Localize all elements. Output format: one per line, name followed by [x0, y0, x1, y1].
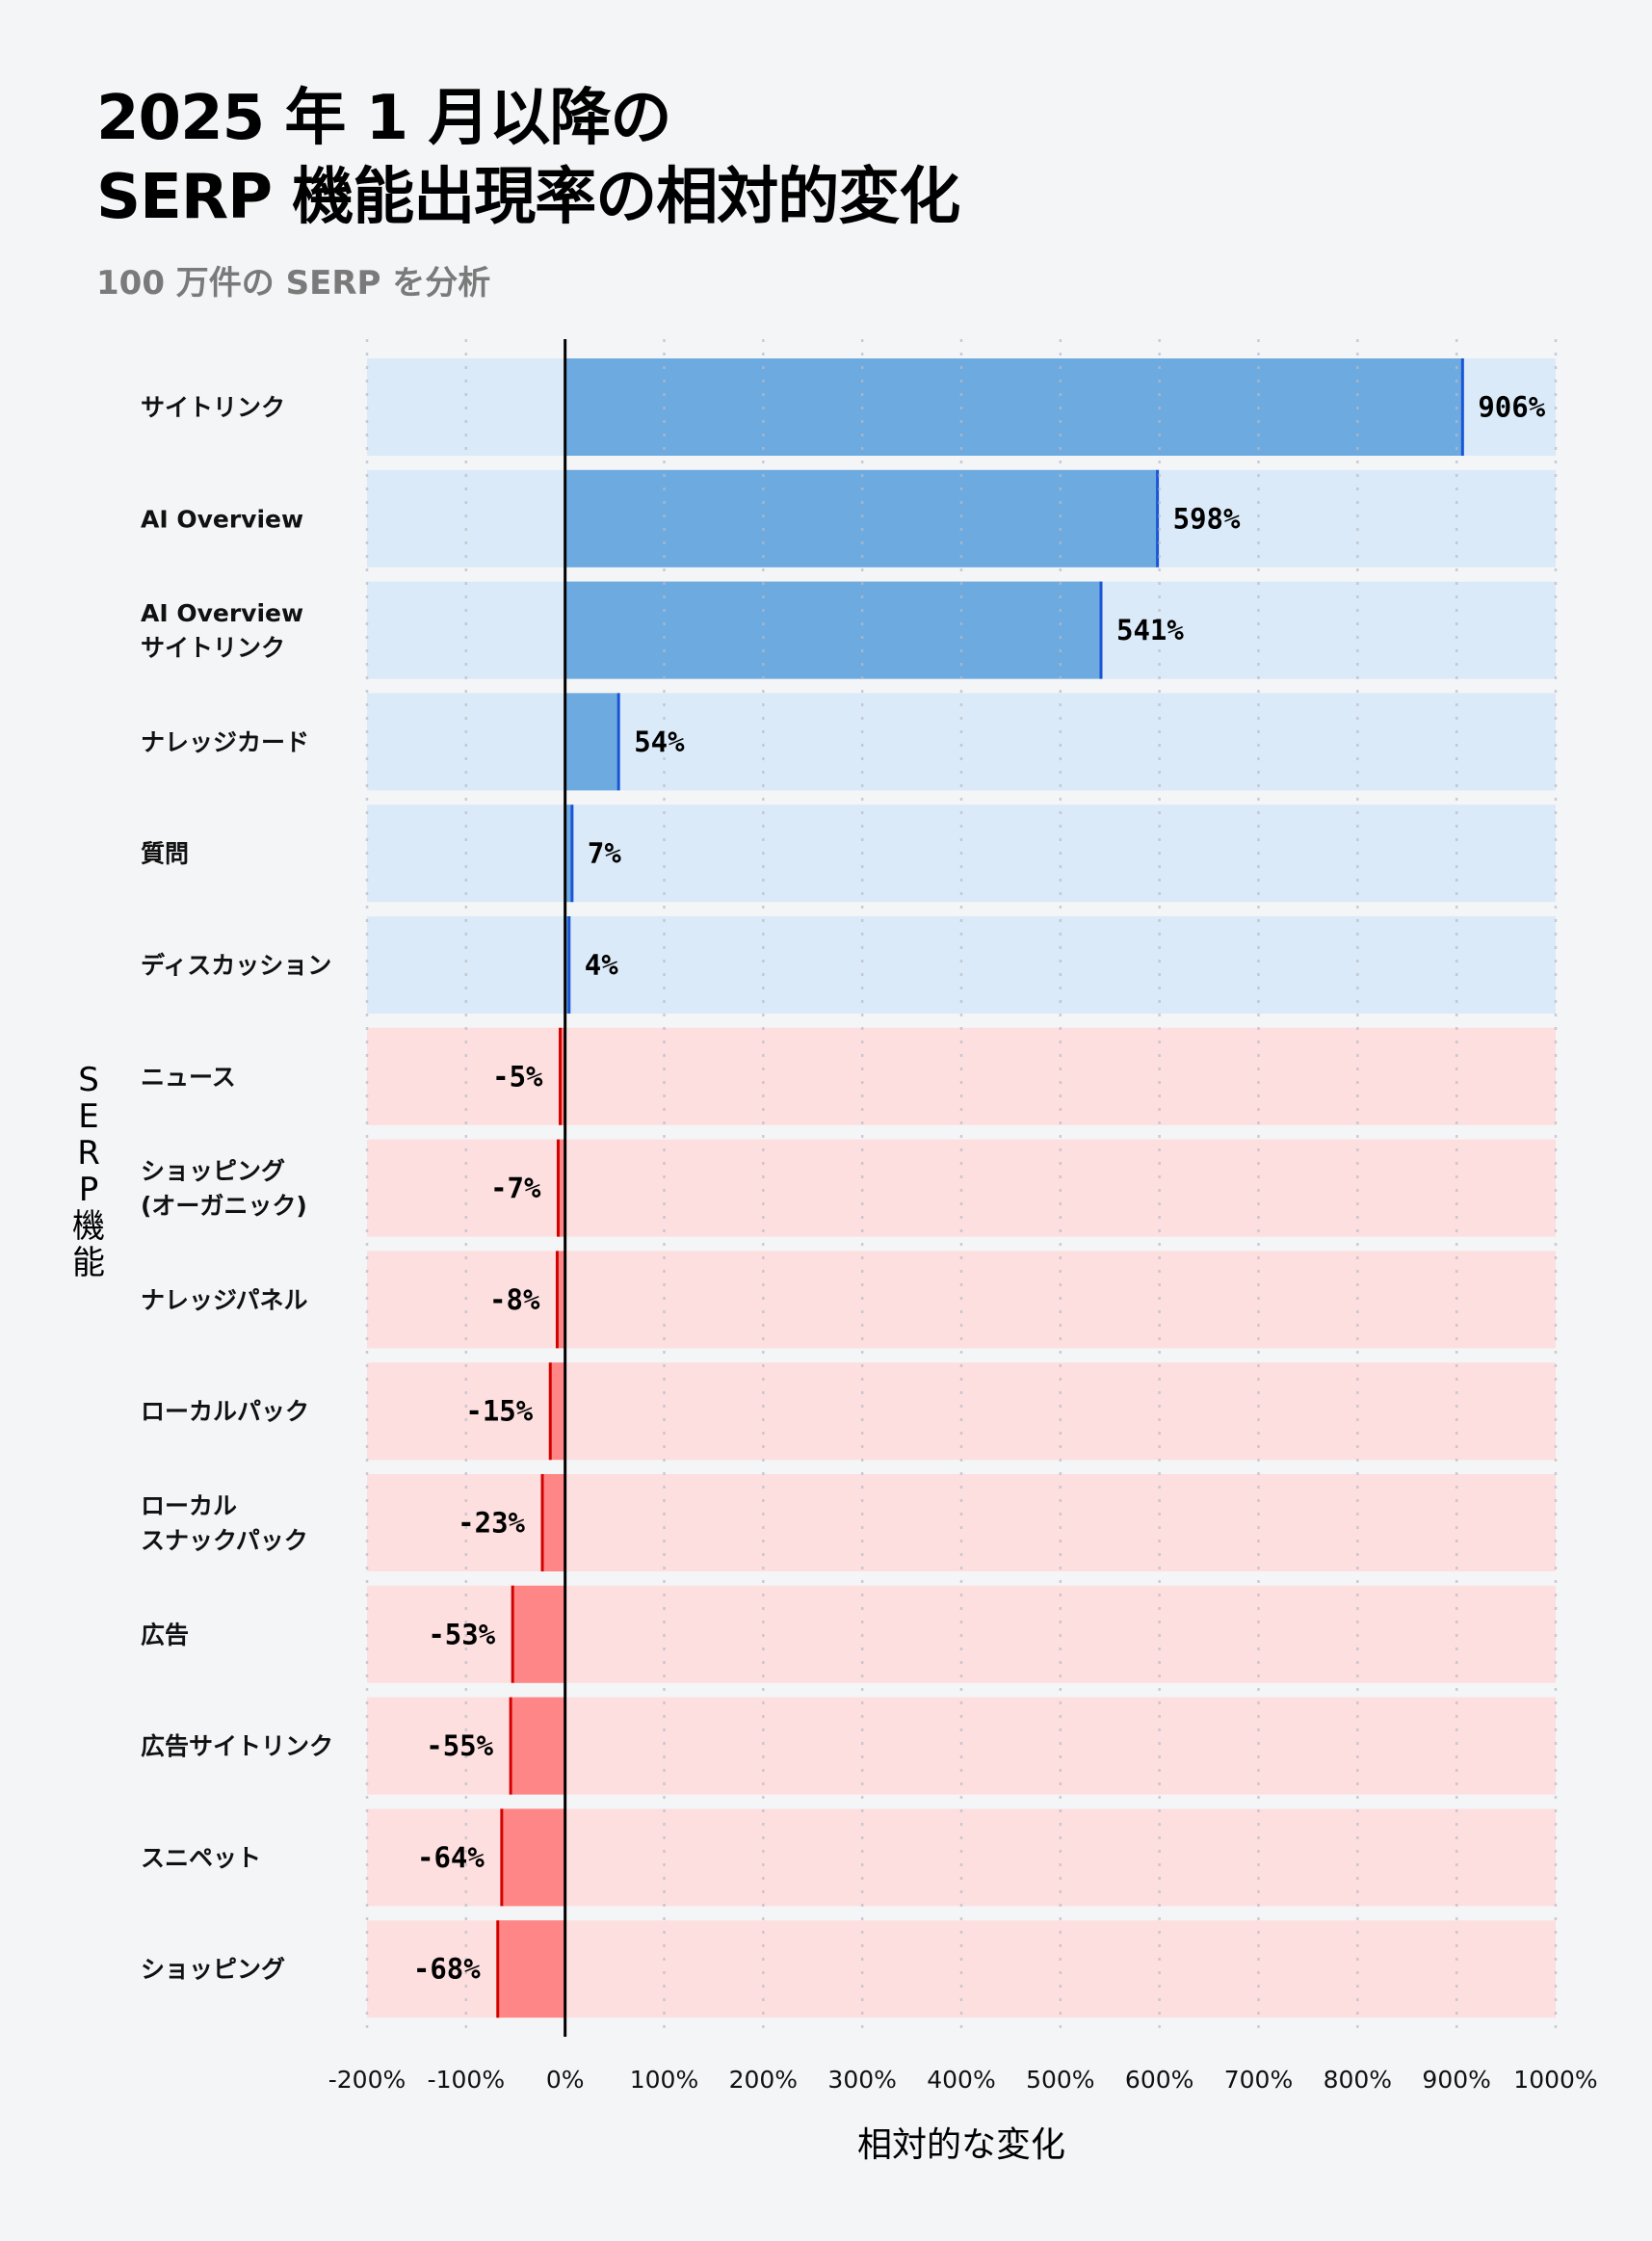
- value-label: 906%: [1478, 391, 1545, 424]
- value-label: 4%: [585, 949, 618, 982]
- bar: [564, 916, 569, 1014]
- bar: [564, 804, 572, 903]
- x-tick-label: -200%: [328, 2066, 406, 2094]
- category-label: ニュース: [141, 1063, 236, 1091]
- value-label: -5%: [492, 1060, 543, 1093]
- category-label: ショッピング(オーガニック): [141, 1157, 307, 1220]
- value-label: -55%: [426, 1729, 493, 1762]
- bar: [512, 1585, 565, 1683]
- title-line: SERP 機能出現率の相対的変化: [96, 162, 960, 233]
- bar: [501, 1808, 565, 1907]
- value-label: 541%: [1116, 614, 1184, 646]
- bar: [564, 358, 1463, 456]
- value-label: -23%: [458, 1507, 525, 1540]
- row-band: [367, 916, 1556, 1014]
- bars: [496, 358, 1464, 2018]
- value-label: 54%: [634, 725, 685, 758]
- category-label: 広告: [141, 1621, 189, 1648]
- x-tick-label: 800%: [1324, 2066, 1392, 2094]
- x-tick-label: 0%: [546, 2066, 585, 2094]
- x-tick-label: 200%: [729, 2066, 798, 2094]
- bar: [511, 1697, 565, 1795]
- x-tick-label: 500%: [1026, 2066, 1094, 2094]
- category-label: 質問: [141, 840, 189, 868]
- category-label: ショッピング: [141, 1956, 285, 1984]
- y-axis-label-text: S E R P 機能: [72, 1061, 105, 1282]
- value-label: -53%: [428, 1618, 495, 1650]
- bar: [550, 1362, 565, 1461]
- category-label: AI Overview サイトリンク: [141, 599, 303, 662]
- x-tick-label: 1000%: [1513, 2066, 1597, 2094]
- y-axis-label: S E R P 機能: [72, 1061, 105, 1282]
- category-label: 広告サイトリンク: [141, 1732, 333, 1760]
- row-band: [367, 1139, 1556, 1237]
- row-band: [367, 693, 1556, 791]
- value-label: -8%: [489, 1283, 540, 1316]
- x-tick-label: 100%: [630, 2066, 698, 2094]
- x-tick-labels: -200% -100% 0% 100% 200% 300% 400% 500% 600% 700%…: [328, 2066, 1598, 2094]
- value-label: -68%: [413, 1953, 481, 1986]
- bar: [564, 469, 1158, 567]
- x-tick-label: 300%: [827, 2066, 896, 2094]
- bar: [560, 1027, 565, 1125]
- value-label: 598%: [1173, 502, 1241, 535]
- category-label: スニペット: [141, 1844, 261, 1872]
- value-labels: 906% 598% 541% 54% 7% 4% -5% -7% -8% -15% -23% -53%…: [413, 391, 1546, 1986]
- chart-subtitle: 100 万件の SERP を分析: [96, 264, 491, 303]
- value-label: 7%: [588, 837, 621, 870]
- value-label: -7%: [490, 1172, 541, 1204]
- bar: [557, 1251, 565, 1349]
- bar: [564, 693, 619, 791]
- category-label: ローカルスナックパック: [141, 1492, 308, 1555]
- value-label: -64%: [417, 1841, 485, 1874]
- category-label: ナレッジカード: [141, 728, 309, 756]
- x-tick-label: 400%: [927, 2066, 995, 2094]
- bar: [497, 1920, 565, 2018]
- category-label: ナレッジパネル: [141, 1286, 308, 1314]
- category-label: サイトリンク: [141, 394, 285, 422]
- category-label: ディスカッション: [141, 952, 331, 980]
- x-axis-label: 相対的な変化: [857, 2125, 1065, 2165]
- chart-title: 2025 年 1 月以降の SERP 機能出現率の相対的変化: [96, 79, 960, 237]
- bar: [542, 1474, 565, 1571]
- category-label: ローカルパック: [141, 1398, 309, 1426]
- x-tick-label: 600%: [1125, 2066, 1193, 2094]
- category-label: AI Overview: [141, 505, 303, 533]
- x-tick-label: 900%: [1422, 2066, 1490, 2094]
- value-label: -15%: [465, 1395, 533, 1428]
- x-tick-label: 700%: [1224, 2066, 1293, 2094]
- category-labels: サイトリンク AI Overview AI Overview サイトリンクナレッジカー…: [141, 394, 333, 1984]
- x-tick-label: -100%: [428, 2066, 506, 2094]
- bar: [564, 581, 1101, 679]
- bar: [558, 1139, 565, 1237]
- title-line: 2025 年 1 月以降の: [96, 83, 672, 154]
